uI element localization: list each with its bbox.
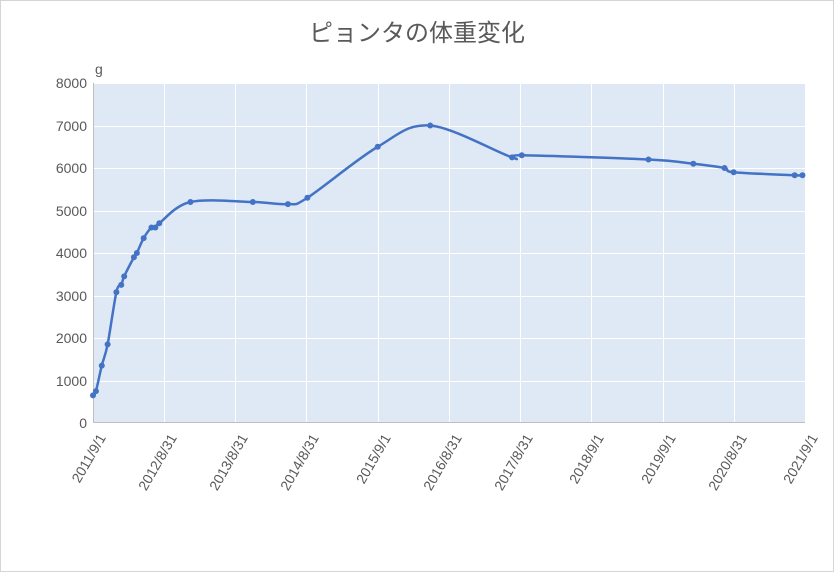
data-point-marker — [731, 169, 737, 175]
y-tick-label: 8000 — [56, 75, 87, 91]
x-tick-label: 2011/9/1 — [68, 431, 109, 485]
data-point-marker — [799, 172, 805, 178]
x-tick-label: 2018/9/1 — [566, 431, 607, 486]
chart-title: ピョンタの体重変化 — [1, 13, 833, 48]
y-tick-label: 6000 — [56, 160, 87, 176]
x-tick-label: 2014/8/31 — [277, 431, 322, 493]
series-line — [93, 125, 802, 395]
x-tick-label: 2012/8/31 — [135, 431, 180, 493]
y-tick-label: 2000 — [56, 330, 87, 346]
x-tick-label: 2021/9/1 — [780, 431, 821, 486]
x-tick-label: 2019/9/1 — [637, 431, 678, 486]
data-point-marker — [519, 152, 525, 158]
data-point-marker — [690, 161, 696, 167]
data-point-marker — [105, 341, 111, 347]
data-point-marker — [113, 289, 119, 295]
x-tick-label: 2017/8/31 — [491, 431, 536, 493]
gridline-vertical — [805, 83, 806, 423]
data-point-marker — [645, 157, 651, 163]
x-tick-label: 2013/8/31 — [206, 431, 251, 493]
chart-container: ピョンタの体重変化 g 0100020003000400050006000700… — [0, 0, 834, 572]
data-point-marker — [509, 154, 515, 160]
data-point-marker — [792, 172, 798, 178]
y-tick-label: 7000 — [56, 118, 87, 134]
x-tick-label: 2016/8/31 — [420, 431, 465, 493]
data-point-marker — [304, 195, 310, 201]
y-tick-label: 1000 — [56, 373, 87, 389]
data-point-marker — [141, 235, 147, 241]
data-point-marker — [427, 123, 433, 129]
y-tick-label: 4000 — [56, 245, 87, 261]
data-point-marker — [285, 201, 291, 207]
data-point-marker — [134, 250, 140, 256]
series-svg — [93, 83, 805, 423]
x-tick-label: 2015/9/1 — [353, 431, 394, 486]
data-point-marker — [250, 199, 256, 205]
data-point-marker — [118, 282, 124, 288]
y-tick-label: 0 — [79, 415, 87, 431]
y-tick-label: 3000 — [56, 288, 87, 304]
data-point-marker — [187, 199, 193, 205]
y-tick-label: 5000 — [56, 203, 87, 219]
data-point-marker — [93, 388, 99, 394]
y-axis-unit-label: g — [95, 61, 103, 77]
data-point-marker — [156, 220, 162, 226]
data-point-marker — [722, 165, 728, 171]
plot-area: 0100020003000400050006000700080002011/9/… — [93, 83, 805, 423]
data-point-marker — [375, 144, 381, 150]
data-point-marker — [121, 273, 127, 279]
data-point-marker — [99, 363, 105, 369]
x-tick-label: 2020/8/31 — [705, 431, 750, 493]
